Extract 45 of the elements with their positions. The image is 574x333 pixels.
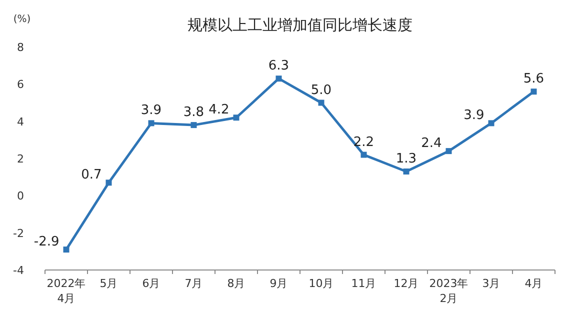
- point: [63, 246, 70, 253]
- data-label: 3.8: [183, 105, 204, 120]
- point: [106, 180, 112, 186]
- point: [148, 120, 154, 126]
- point: [446, 148, 452, 154]
- data-label: 2.2: [353, 134, 374, 150]
- x-tick-label: 2022年 4月: [46, 277, 86, 305]
- x-tick-label: 2023年 2月: [429, 277, 468, 305]
- y-axis-title: (%): [13, 14, 31, 25]
- y-tick-label: 8: [17, 41, 24, 54]
- y-tick-label: 6: [17, 78, 24, 92]
- y-tick-label: 2: [17, 152, 24, 166]
- chart-title: 规模以上工业增加值同比增长速度: [188, 16, 412, 34]
- x-tick-label: 12月: [394, 277, 419, 290]
- data-label: 3.9: [140, 103, 162, 118]
- y-tick-label: 0: [17, 190, 24, 203]
- x-tick-label: 3月: [482, 277, 500, 290]
- data-label: 3.9: [464, 108, 484, 124]
- y-tick-label: -4: [13, 264, 24, 277]
- data-label: 2.4: [421, 136, 442, 152]
- x-tick-label: 6月: [142, 277, 160, 290]
- data-label: 5.0: [310, 82, 332, 98]
- x-tick-label: 8月: [227, 277, 246, 290]
- y-tick-label: -2: [13, 226, 24, 240]
- data-label: 1.3: [396, 152, 417, 167]
- data-label: 5.6: [523, 72, 544, 87]
- point: [233, 114, 240, 121]
- point: [403, 168, 410, 175]
- x-tick-label: 4月: [524, 277, 543, 290]
- x-tick-label: 10月: [308, 277, 334, 290]
- point: [530, 88, 537, 95]
- point: [190, 122, 197, 128]
- data-label: -2.9: [34, 234, 60, 250]
- data-label: 4.2: [208, 102, 230, 118]
- x-tick-label: 9月: [270, 277, 288, 290]
- point: [276, 76, 282, 82]
- y-tick-label: 4: [17, 115, 24, 128]
- point: [360, 152, 367, 158]
- point: [318, 100, 324, 106]
- data-label: 0.7: [81, 168, 102, 183]
- x-tick-label: 7月: [184, 277, 203, 290]
- x-tick-label: 11月: [351, 277, 376, 290]
- point: [488, 120, 494, 126]
- x-tick-label: 5月: [100, 277, 118, 290]
- data-label: 6.3: [268, 58, 290, 74]
